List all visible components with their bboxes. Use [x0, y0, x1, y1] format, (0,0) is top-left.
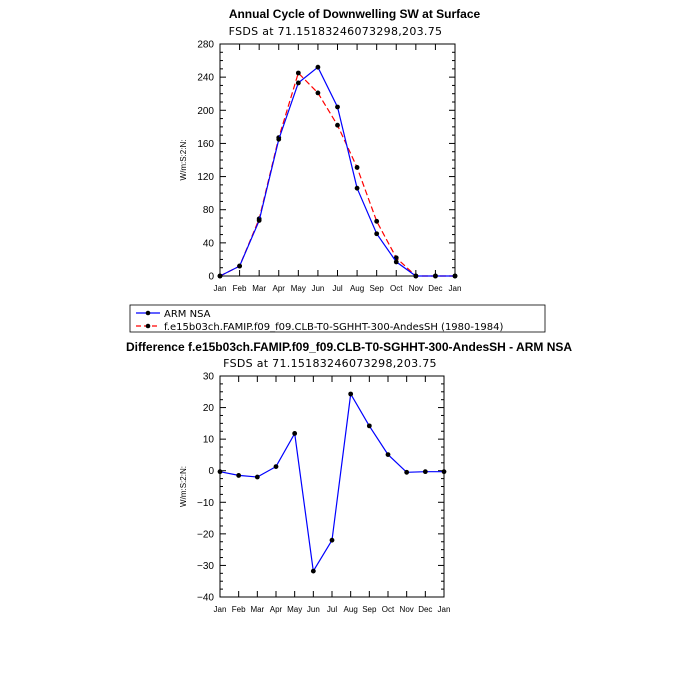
y-tick-label: 20 — [203, 403, 215, 414]
series-2-point — [315, 90, 321, 96]
x-tick-label: Feb — [233, 284, 247, 293]
y-tick-label: −20 — [197, 529, 214, 540]
y-tick-label: −10 — [197, 498, 214, 509]
y-tick-label: 0 — [208, 272, 214, 283]
series-2-point — [374, 218, 380, 224]
series-line-1 — [219, 392, 444, 573]
chart-1: Annual Cycle of Downwelling SW at Surfac… — [129, 7, 546, 333]
y-tick-label: −30 — [197, 561, 214, 572]
x-tick-label: Sep — [370, 284, 385, 293]
series-1-point — [295, 80, 301, 86]
series-1-point — [348, 391, 354, 397]
x-tick-label: Dec — [418, 605, 432, 614]
x-tick-label: Jul — [327, 605, 337, 614]
x-tick-label: Mar — [250, 605, 264, 614]
series-2-point — [393, 255, 399, 261]
x-tick-label: May — [291, 284, 306, 293]
series-2-point — [335, 122, 340, 128]
series-1-point — [433, 273, 438, 279]
series-1-point — [366, 423, 372, 429]
chart-title: Difference f.e15b03ch.FAMIP.f09_f09.CLB-… — [126, 340, 572, 354]
series-line-1 — [219, 66, 455, 277]
y-tick-label: 40 — [203, 238, 215, 249]
series-1-point — [254, 474, 260, 480]
x-tick-label: Jan — [214, 605, 227, 614]
series-2-point — [354, 165, 360, 170]
y-tick-label: 0 — [208, 466, 214, 477]
legend-entry: ARM NSA — [164, 309, 211, 320]
x-tick-label: Jun — [307, 605, 320, 614]
x-tick-label: Jan — [214, 284, 227, 293]
x-tick-label: Nov — [409, 284, 423, 293]
series-1-point — [236, 473, 242, 478]
y-tick-label: 30 — [203, 372, 215, 383]
y-axis-label: W/m:S:2:N: — [179, 466, 188, 507]
x-tick-label: Dec — [428, 284, 442, 293]
chart-subtitle: FSDS at 71.15183246073298,203.75 — [223, 357, 437, 370]
y-axis-label: W/m:S:2:N: — [179, 140, 188, 181]
x-tick-label: Nov — [400, 605, 414, 614]
series-1-point — [217, 469, 223, 475]
series-1-point — [385, 452, 391, 458]
legend-swatch-marker — [145, 310, 151, 316]
x-tick-label: Oct — [390, 284, 403, 293]
series-2-point — [295, 70, 301, 76]
series-1-point — [422, 469, 428, 475]
series-1-point — [256, 218, 262, 223]
series-1-point — [413, 273, 419, 279]
x-tick-label: Feb — [232, 605, 246, 614]
x-tick-label: Aug — [350, 284, 364, 293]
y-tick-label: 280 — [197, 40, 214, 51]
series-1-point — [329, 537, 335, 543]
y-tick-label: 120 — [197, 172, 214, 183]
series-1-point — [404, 469, 410, 475]
series-1-point — [310, 568, 316, 574]
x-tick-label: Aug — [344, 605, 358, 614]
x-tick-label: Apr — [273, 284, 286, 293]
y-tick-label: 10 — [203, 435, 215, 446]
x-tick-label: Jan — [438, 605, 451, 614]
series-1-point — [335, 104, 340, 110]
series-1-point — [273, 464, 279, 470]
series-1-point — [276, 136, 282, 142]
series-1-point — [354, 185, 360, 191]
x-tick-label: Sep — [362, 605, 377, 614]
y-tick-label: 80 — [203, 205, 215, 216]
x-tick-label: Oct — [382, 605, 395, 614]
series-line-2 — [219, 71, 455, 277]
chart-title: Annual Cycle of Downwelling SW at Surfac… — [229, 7, 481, 21]
y-tick-label: 160 — [197, 139, 214, 150]
y-tick-label: 200 — [197, 106, 214, 117]
plot-frame — [219, 375, 445, 598]
x-tick-label: Jun — [311, 284, 324, 293]
y-tick-label: −40 — [197, 593, 214, 604]
x-tick-label: May — [287, 605, 302, 614]
legend-box — [129, 304, 546, 333]
series-1-point — [237, 263, 242, 269]
series-1-point — [374, 231, 380, 237]
chart-2: Difference f.e15b03ch.FAMIP.f09_f09.CLB-… — [126, 340, 572, 614]
series-1-point — [393, 259, 399, 265]
legend-swatch-marker — [145, 323, 151, 329]
series-1-point — [292, 431, 298, 436]
plot-frame — [219, 43, 456, 277]
x-tick-label: Mar — [252, 284, 266, 293]
chart-subtitle: FSDS at 71.15183246073298,203.75 — [229, 25, 443, 38]
x-tick-label: Jan — [449, 284, 462, 293]
x-tick-label: Jul — [332, 284, 342, 293]
series-1-point — [441, 469, 447, 475]
series-1-point — [217, 273, 223, 279]
legend-entry: f.e15b03ch.FAMIP.f09_f09.CLB-T0-SGHHT-30… — [164, 322, 503, 333]
series-1-point — [315, 64, 321, 70]
y-tick-label: 240 — [197, 73, 214, 84]
series-1-point — [452, 273, 458, 279]
x-tick-label: Apr — [270, 605, 283, 614]
